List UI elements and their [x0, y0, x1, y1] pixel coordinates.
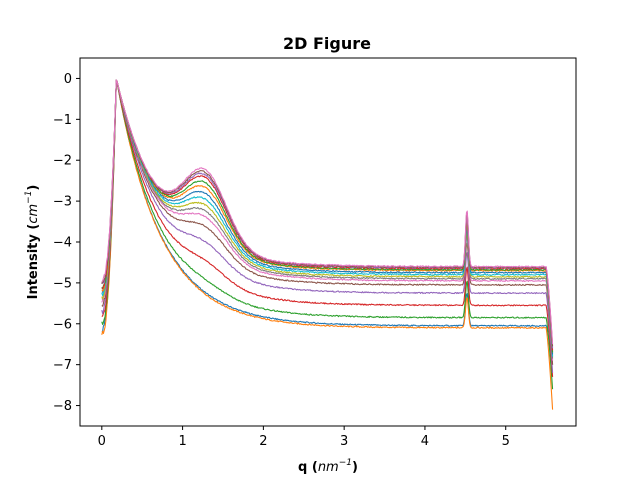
y-tick-label: −8 [53, 399, 72, 414]
x-tick-label: 5 [502, 434, 510, 449]
y-tick-label: −1 [53, 113, 72, 128]
x-tick-label: 2 [259, 434, 267, 449]
series-line [101, 79, 554, 361]
series-line [101, 79, 554, 359]
chart-title: 2D Figure [283, 34, 371, 53]
y-axis-label-unit-exp: −1 [24, 191, 34, 204]
x-tick-label: 4 [421, 434, 429, 449]
y-tick-label: 0 [64, 72, 72, 87]
y-tick-label: −4 [53, 236, 72, 251]
series-line [101, 79, 554, 353]
axes-frame [79, 57, 577, 427]
y-axis-label-name: Intensity [26, 234, 41, 300]
x-tick-label: 0 [98, 434, 106, 449]
y-tick-label: −7 [53, 358, 72, 373]
series-line [101, 79, 554, 410]
series-line [101, 79, 554, 345]
y-axis-label-open-paren: ( [26, 224, 41, 234]
x-axis-label: q (nm−1) [298, 458, 358, 475]
x-axis-label-name: q [298, 460, 307, 475]
series-line [101, 79, 554, 357]
y-tick-label: −3 [53, 195, 72, 210]
y-axis-label-close-paren: ) [26, 185, 41, 191]
x-tick-label: 1 [178, 434, 186, 449]
y-axis-label-unit: cm [26, 204, 41, 224]
x-tick-label: 3 [340, 434, 348, 449]
x-axis-label-close-paren: ) [352, 460, 358, 475]
x-axis-label-unit-exp: −1 [339, 458, 352, 468]
y-axis-label: Intensity (cm−1) [24, 185, 41, 300]
series-line [101, 79, 554, 357]
y-axis: 0 −1 −2 −3 −4 −5 −6 −7 −8 [53, 72, 80, 414]
series-line [101, 79, 554, 353]
series-line [101, 79, 554, 347]
x-axis-label-open-paren: ( [307, 460, 317, 475]
y-tick-label: −6 [53, 317, 72, 332]
series-line [101, 79, 554, 377]
series-line [101, 79, 554, 373]
series-line [101, 79, 554, 355]
x-axis-label-unit: nm [318, 460, 339, 475]
series-line [101, 79, 554, 390]
plot-area [79, 57, 577, 427]
series-line [101, 79, 554, 365]
x-axis: 0 1 2 3 4 5 [98, 426, 510, 449]
series-layer [101, 79, 554, 410]
y-tick-label: −5 [53, 276, 72, 291]
series-line [101, 79, 554, 365]
y-tick-label: −2 [53, 154, 72, 169]
